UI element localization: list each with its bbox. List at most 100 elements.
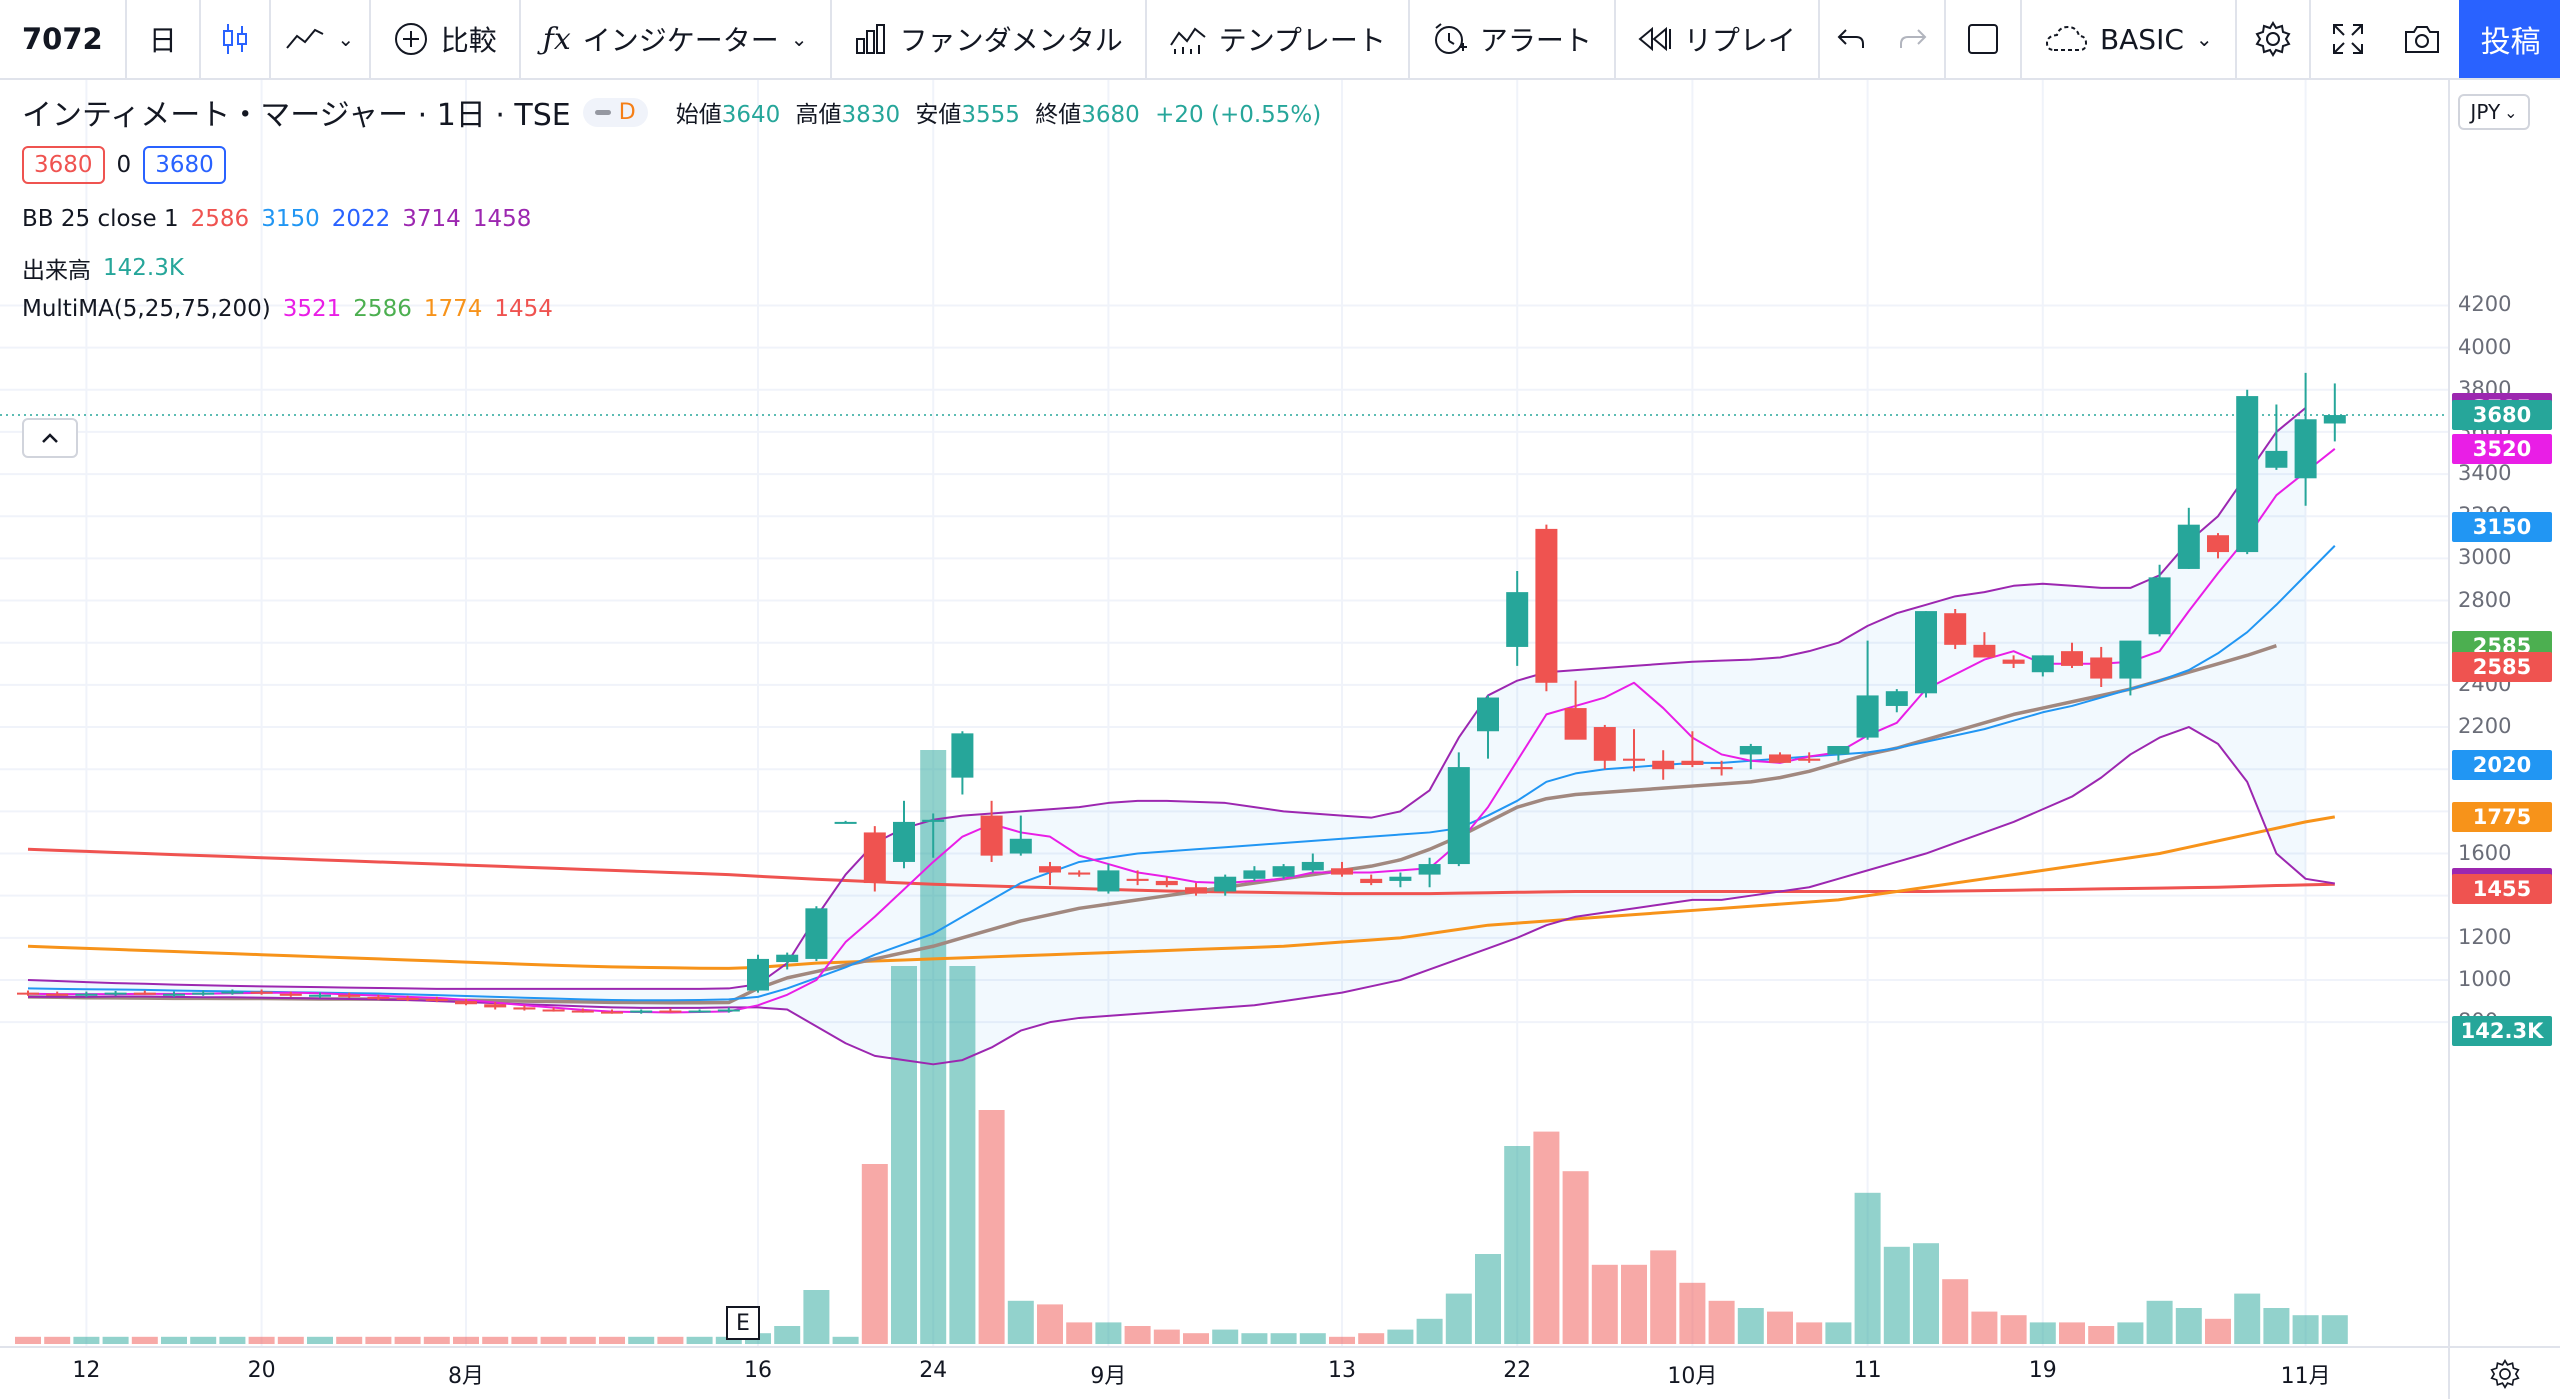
candle-body — [571, 1010, 594, 1013]
volume-bar — [2292, 1315, 2319, 1344]
candle-body — [1243, 870, 1266, 879]
volume-bar — [715, 1336, 742, 1344]
session-badge-label: D — [618, 99, 636, 125]
candle-body — [1769, 754, 1791, 763]
symbol-label: 7072 — [22, 22, 103, 56]
chevron-down-icon: ⌄ — [2195, 27, 2213, 51]
candle-body — [1856, 695, 1879, 738]
currency-button[interactable]: JPY ⌄ — [2458, 94, 2530, 130]
change-value: +20 (+0.55%) — [1155, 102, 1322, 128]
candle-body — [601, 1011, 623, 1014]
volume-bar — [1241, 1333, 1268, 1344]
bb-value-5: 1458 — [472, 206, 532, 232]
ohlc-values: 始値3640 高値3830 安値3555 終値3680 +20 (+0.55%) — [676, 95, 1322, 129]
volume-bar — [949, 966, 976, 1344]
volume-bar — [511, 1336, 538, 1344]
sell-price-box[interactable]: 3680 — [22, 146, 105, 184]
axis-settings-button[interactable] — [2448, 1346, 2560, 1399]
ma-value-4: 1454 — [494, 296, 553, 322]
ma75-line — [27, 815, 2336, 970]
volume-bar — [1212, 1329, 1239, 1344]
bb-band-fill — [28, 407, 2306, 1065]
bb-value-3: 2022 — [331, 206, 391, 232]
candle-body — [893, 821, 915, 862]
chart-type-button[interactable] — [201, 0, 271, 78]
candle-body — [1973, 644, 1996, 658]
layout-button[interactable]: BASIC ⌄ — [2022, 0, 2237, 78]
earnings-badge[interactable]: E — [726, 1306, 760, 1340]
candle-body — [104, 992, 127, 995]
candle-body — [688, 1010, 711, 1013]
symbol-search-button[interactable]: 7072 — [0, 0, 127, 78]
candle-body — [630, 1010, 653, 1013]
price-label: 1200 — [2458, 924, 2512, 949]
volume-bar — [2000, 1315, 2027, 1344]
volume-bar — [15, 1336, 41, 1344]
rewind-icon — [1638, 26, 1671, 52]
replay-button[interactable]: リプレイ — [1616, 0, 1820, 78]
candle-body — [279, 993, 302, 996]
candle-body — [922, 819, 945, 822]
post-button[interactable]: 投稿 — [2458, 0, 2560, 78]
ma-legend[interactable]: MultiMA(5,25,75,200) 3521 2586 1774 1454 — [22, 296, 553, 322]
fundamentals-button[interactable]: ファンダメンタル — [832, 0, 1147, 78]
bb-basis-line — [27, 545, 2336, 1002]
volume-name: 出来高 — [22, 258, 91, 284]
chart-pane[interactable]: インティメート・マージャー · 1日 · TSE D 始値3640 高値3830… — [0, 80, 2448, 1346]
volume-bar — [1183, 1333, 1209, 1344]
volume-bar — [832, 1336, 859, 1344]
interval-button[interactable]: 日 — [127, 0, 201, 78]
volume-bar — [1153, 1329, 1180, 1344]
volume-bar — [1124, 1326, 1151, 1344]
redo-button[interactable] — [1882, 0, 1946, 78]
spread-value: 0 — [116, 152, 132, 178]
volume-legend[interactable]: 出来高 142.3K — [22, 251, 184, 285]
template-icon — [1169, 27, 1206, 54]
fullscreen-button[interactable] — [2311, 0, 2385, 78]
line-type-button[interactable]: ⌄ — [271, 0, 371, 78]
volume-bar — [1562, 1171, 1589, 1344]
dash-icon — [594, 109, 611, 115]
symbol-title: インティメート・マージャー · 1日 · TSE — [22, 98, 571, 133]
ma5-line — [27, 448, 2336, 1014]
volume-bar — [1416, 1318, 1443, 1344]
candle-body — [1798, 758, 1821, 761]
square-icon — [1967, 24, 1998, 54]
buy-price-box[interactable]: 3680 — [143, 146, 226, 184]
interval-label: 日 — [148, 24, 177, 57]
snapshot-button[interactable] — [2385, 0, 2459, 78]
bb-legend[interactable]: BB 25 close 1 2586 3150 2022 3714 1458 — [22, 206, 531, 232]
candle-body — [309, 994, 331, 997]
fullscreen-layout-button[interactable] — [1946, 0, 2022, 78]
candle-body — [338, 994, 361, 997]
volume-bar — [1971, 1311, 1998, 1344]
compare-button[interactable]: 比較 — [371, 0, 521, 78]
time-axis[interactable]: 12 20 8月 16 24 9月 13 22 10月 11 19 11月 — [0, 1346, 2448, 1399]
candle-body — [1944, 613, 1967, 645]
volume-bar — [2234, 1293, 2261, 1344]
candle-body — [834, 821, 857, 824]
candle-body — [2090, 657, 2113, 679]
candle-body — [2323, 415, 2346, 424]
candle-body — [1039, 866, 1061, 873]
indicators-label: インジケーター — [582, 24, 779, 57]
templates-button[interactable]: テンプレート — [1147, 0, 1410, 78]
price-tag: 142.3K — [2452, 1015, 2552, 1046]
volume-bar — [190, 1336, 217, 1344]
undo-button[interactable] — [1820, 0, 1882, 78]
volume-bar — [1270, 1333, 1297, 1344]
price-chart[interactable] — [0, 80, 2448, 1346]
indicators-button[interactable]: ƒx インジケーター ⌄ — [521, 0, 832, 78]
alert-button[interactable]: アラート — [1410, 0, 1616, 78]
volume-bar — [423, 1336, 450, 1344]
price-axis[interactable]: JPY⌄ 42004000380036003400320030002800240… — [2448, 80, 2560, 1346]
ma200-line — [27, 847, 2335, 896]
settings-button[interactable] — [2237, 0, 2311, 78]
candle-body — [1360, 878, 1383, 884]
volume-bar — [2321, 1315, 2348, 1344]
collapse-legend-button[interactable] — [22, 418, 78, 458]
volume-bar — [1007, 1300, 1034, 1344]
candle-body — [1506, 592, 1529, 647]
price-tag: 2020 — [2452, 749, 2552, 780]
candle-body — [2031, 655, 2054, 673]
